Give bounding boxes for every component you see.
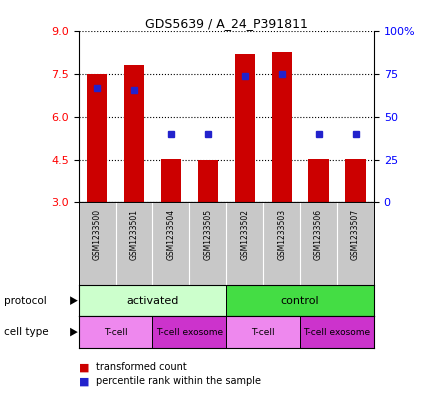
Bar: [79, 285, 226, 316]
Text: GSM1233500: GSM1233500: [93, 209, 102, 260]
Text: GSM1233501: GSM1233501: [130, 209, 139, 260]
Bar: [87, 73, 107, 202]
Text: activated: activated: [126, 296, 178, 306]
Bar: [272, 52, 292, 202]
Text: percentile rank within the sample: percentile rank within the sample: [96, 376, 261, 386]
Text: GSM1233503: GSM1233503: [277, 209, 286, 260]
Text: ■: ■: [79, 376, 89, 386]
Text: T-cell: T-cell: [252, 328, 275, 336]
Bar: [226, 285, 374, 316]
Text: GSM1233507: GSM1233507: [351, 209, 360, 260]
Bar: [300, 316, 374, 348]
Text: GSM1233504: GSM1233504: [167, 209, 176, 260]
Bar: [346, 159, 366, 202]
Polygon shape: [70, 328, 78, 336]
Text: GSM1233506: GSM1233506: [314, 209, 323, 260]
Text: T-cell exosome: T-cell exosome: [156, 328, 223, 336]
Bar: [124, 65, 144, 202]
Bar: [153, 316, 226, 348]
Text: ■: ■: [79, 362, 89, 373]
Bar: [235, 54, 255, 202]
Text: T-cell exosome: T-cell exosome: [303, 328, 371, 336]
Text: GSM1233502: GSM1233502: [240, 209, 249, 260]
Title: GDS5639 / A_24_P391811: GDS5639 / A_24_P391811: [145, 17, 308, 30]
Bar: [226, 316, 300, 348]
Text: control: control: [281, 296, 320, 306]
Text: T-cell: T-cell: [104, 328, 128, 336]
Bar: [79, 316, 153, 348]
Text: GSM1233505: GSM1233505: [203, 209, 212, 260]
Text: protocol: protocol: [4, 296, 47, 306]
Bar: [161, 159, 181, 202]
Polygon shape: [70, 296, 78, 305]
Text: transformed count: transformed count: [96, 362, 187, 373]
Text: cell type: cell type: [4, 327, 49, 337]
Bar: [309, 159, 329, 202]
Bar: [198, 160, 218, 202]
